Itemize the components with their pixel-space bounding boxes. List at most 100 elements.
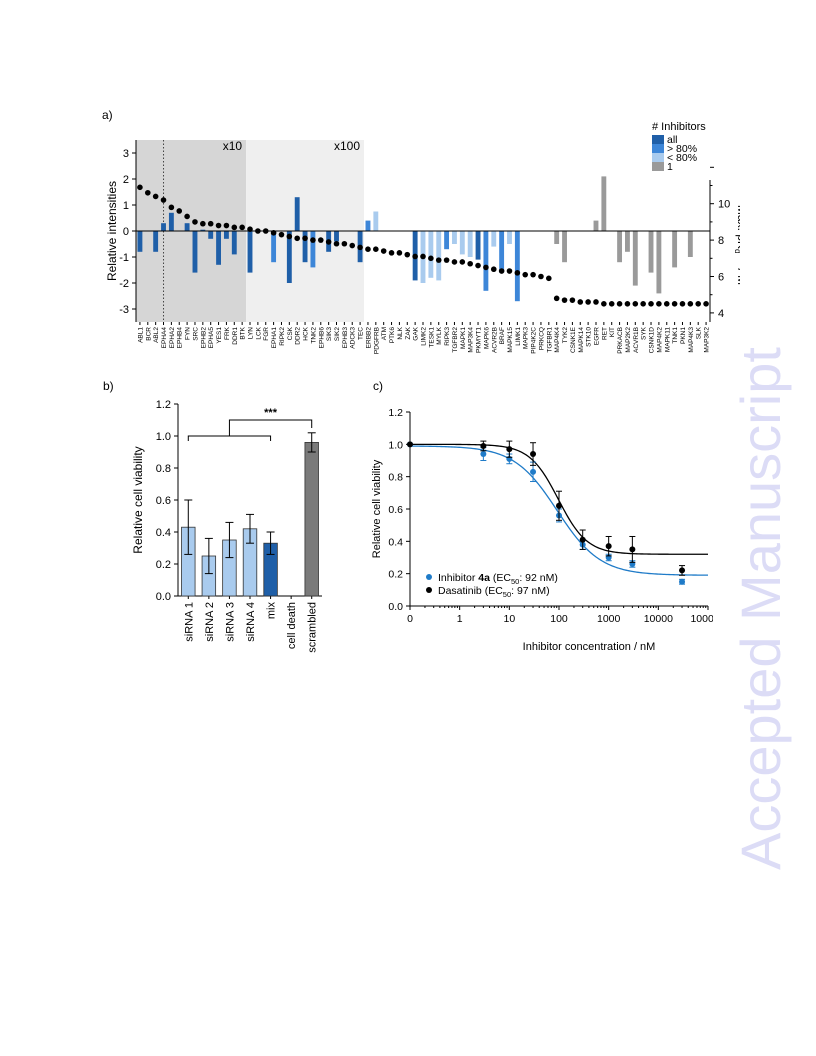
legend-label-0: Inhibitor 4a (EC50: 92 nM) <box>438 572 558 586</box>
panel-a-label: a) <box>102 108 113 122</box>
bar-epha1 <box>271 231 277 263</box>
x-tick-label: EPHA1 <box>271 327 278 349</box>
pkd-dot-src <box>192 219 198 225</box>
y2-axis-label: Max. pKdapp / M <box>733 205 740 285</box>
x-tick-label: MAP4K3 <box>688 327 695 353</box>
bar-ddr2 <box>294 197 300 231</box>
x-tick-label: MAP2K2 <box>625 327 632 353</box>
bar-map4k3 <box>687 231 693 257</box>
x-tick-label: TNK1 <box>672 327 679 344</box>
x-tick-label: EPHA4 <box>161 327 168 349</box>
pkd-dot-yes1 <box>215 222 222 229</box>
y2-tick-label: 4 <box>718 308 724 320</box>
x-tick-label: 10000 <box>644 613 673 625</box>
x-tick-labels: ABL1 BCR ABL2 EPHA4 EPHA2 EPHB4 FYN SRC EPHB2 EPH… <box>137 326 710 354</box>
pkd-dot-prkacb <box>616 301 623 307</box>
y-tick-label: 0.4 <box>388 536 403 548</box>
pkd-dot-bcr <box>144 189 151 196</box>
x-tick-label: 1 <box>457 613 463 625</box>
y-tick-label: -3 <box>119 304 129 316</box>
x-tick-label: MAPK14 <box>578 327 585 353</box>
pkd-dot-limk2 <box>420 253 426 260</box>
y-tick-label: 0.8 <box>156 463 171 475</box>
pkd-dot-zak <box>404 251 411 258</box>
pkd-dot-stk10 <box>585 299 591 305</box>
x-tick-label: ERBB2 <box>365 327 372 349</box>
zone-label-x10: x10 <box>223 139 243 153</box>
x-tick-label: EGFR <box>593 327 600 345</box>
x-tick-label: ZAK <box>405 326 412 339</box>
legend-swatch-gt80 <box>652 144 664 153</box>
bar-epha2 <box>168 212 174 231</box>
x-tick-label: TGFBR1 <box>546 327 553 353</box>
x-tick-label: MAP4K4 <box>554 327 561 353</box>
pkd-dot-hck <box>302 235 308 242</box>
pkd-dot-slk <box>695 301 702 307</box>
y-tick-label: 1.0 <box>388 439 403 451</box>
point-series-1 <box>556 502 562 509</box>
pkd-dot-mapk15 <box>506 268 513 274</box>
bar-braf <box>499 231 505 273</box>
x-tick-label: SYK <box>641 326 648 340</box>
unit: / M <box>735 265 740 285</box>
pkd-dot-ripk2 <box>278 231 285 238</box>
pkd-dot-sik2 <box>333 240 340 247</box>
point-series-1 <box>605 543 612 550</box>
zone-label-x100: x100 <box>334 139 360 153</box>
bar-tyk2 <box>562 231 567 263</box>
pkd-dot-map2k2 <box>624 301 631 307</box>
pkd-dot-tnk1 <box>671 301 678 307</box>
legend-label-lt80: < 80% <box>667 152 697 164</box>
pkd-dot-ddr1 <box>231 224 238 231</box>
pkd-dot-limk1 <box>514 270 521 276</box>
point-series-1 <box>480 442 487 449</box>
x-tick-label: PKN1 <box>680 327 687 344</box>
x-tick-label: EPHA2 <box>169 327 176 349</box>
pkd-dot-acvr2b <box>490 266 497 273</box>
bar-mylk <box>436 231 442 281</box>
x-tick-label: 1000 <box>597 613 621 625</box>
point-series-0 <box>480 451 487 458</box>
pkd-dot-tesk1 <box>428 255 434 262</box>
x-tick-label: EPHB2 <box>200 327 207 349</box>
x-tick-label: MYLK <box>436 326 443 344</box>
x-tick-label: ACVR2B <box>491 327 498 353</box>
panel-b-label: b) <box>103 379 114 393</box>
pkd-dot-pdgfrb <box>373 246 379 252</box>
pkd-dot-egfr <box>593 299 599 305</box>
y-axis-label: Relative cell viability <box>371 459 383 558</box>
x-tick-label: FGR <box>263 327 270 341</box>
pkd-dot-ptk6 <box>388 250 395 256</box>
pkd-dot-csnk1d <box>648 301 654 307</box>
point-series-1 <box>530 451 537 458</box>
bar-abl2 <box>153 231 159 252</box>
pkd-dot-mylk <box>435 257 442 263</box>
x-tick-label: FRK <box>224 326 231 340</box>
pkd-dot-ephb2 <box>200 220 206 227</box>
pkd-dot-ddr2 <box>294 235 300 242</box>
pkd-dot-ripk3 <box>443 257 450 263</box>
pkd-dot-mapk1 <box>459 259 466 265</box>
x-tick-label: MAP4K2 <box>656 327 663 353</box>
x-tick-label: DDR1 <box>232 327 239 345</box>
x-tick-label: ABL1 <box>137 327 144 343</box>
y-tick-label: 3 <box>123 148 129 160</box>
pkd-dot-pkn1 <box>679 301 686 307</box>
pkd-dot-mapk14 <box>577 299 584 305</box>
pkd-dot-frk <box>223 222 230 229</box>
x-tick-label: FYN <box>185 327 192 340</box>
x-tick-label: GAK <box>413 326 420 340</box>
y-tick-label: 0 <box>123 226 129 238</box>
y-tick-label: 0.2 <box>388 569 403 581</box>
y2-tick-label: 10 <box>718 199 730 211</box>
bar-mapk15 <box>507 231 512 244</box>
bar-csnk1d <box>648 231 654 273</box>
legend-marker-0 <box>426 574 432 580</box>
y2-tick-label: 8 <box>718 235 724 247</box>
bar-epha5 <box>208 231 214 239</box>
y-tick-label: 0.4 <box>156 527 171 539</box>
y-tick-label: 0.0 <box>388 601 403 613</box>
x-tick-label: BRAF <box>499 327 506 344</box>
bar-tnk1 <box>672 231 678 268</box>
